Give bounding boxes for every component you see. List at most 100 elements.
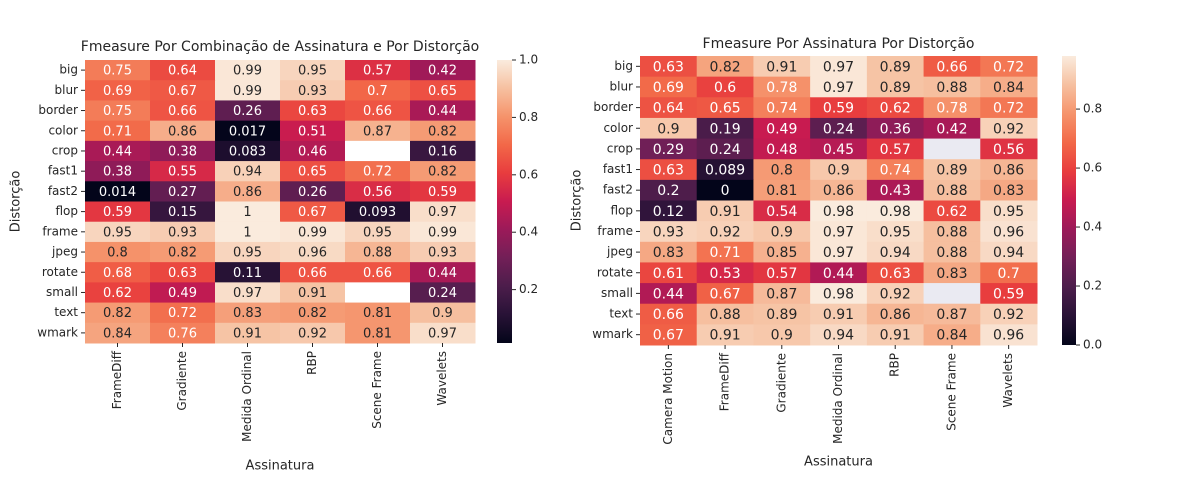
cell-label: 0.38 (103, 165, 132, 180)
heatmap-cell (866, 200, 925, 222)
heatmap-cell (150, 221, 216, 243)
heatmap-cell (640, 262, 698, 284)
heatmap-cell (215, 60, 281, 81)
cell-label: 0.49 (168, 286, 197, 301)
cell-label: 0.76 (168, 326, 197, 341)
cell-label: 0.85 (766, 245, 797, 261)
cell-label: 0.94 (823, 328, 854, 344)
y-tick-label: border (593, 100, 633, 114)
cell-label: 0.82 (168, 246, 197, 261)
cell-label: 0.88 (363, 246, 392, 261)
cell-label: 0.88 (936, 183, 967, 199)
colorbar-tick-label: 0.0 (1083, 338, 1102, 352)
cell-label: 0.16 (428, 144, 457, 159)
heatmap-cell (280, 140, 346, 162)
cell-label: 0.66 (363, 266, 392, 281)
cell-label: 0.29 (653, 142, 684, 158)
cell-label: 0.9 (771, 328, 793, 344)
heatmap-cell (810, 179, 868, 201)
y-tick-label: jpeg (606, 245, 633, 259)
y-tick-label: crop (52, 143, 78, 157)
cell-label: 0.014 (99, 185, 136, 200)
colorbar-tick-label: 0.6 (1083, 161, 1102, 175)
cell-label: 0.11 (233, 266, 262, 281)
heatmap-cell (345, 302, 411, 324)
heatmap-cell (753, 76, 811, 98)
cell-label: 0.86 (823, 183, 854, 199)
y-axis-label: Distorção (570, 170, 585, 232)
heatmap-cell (696, 324, 754, 346)
cell-label: 0.94 (993, 245, 1024, 261)
heatmap-cell (753, 324, 811, 346)
heatmap-cell (640, 303, 698, 325)
cell-label: 0.55 (168, 165, 197, 180)
missing-cell (923, 283, 981, 305)
missing-cell (923, 138, 981, 160)
heatmap-cell (923, 179, 981, 201)
heatmap-cell (280, 221, 346, 243)
heatmap-cell (980, 76, 1038, 98)
heatmap-cell (866, 283, 925, 305)
heatmap-cell (215, 201, 281, 223)
y-tick-label: border (38, 103, 78, 117)
x-tick-label: FrameDiff (718, 352, 732, 411)
y-tick-label: crop (607, 141, 633, 155)
heatmap-cell (753, 117, 811, 140)
cell-label: 0.99 (428, 225, 457, 240)
heatmap-cell (410, 161, 476, 182)
cell-label: 0.15 (168, 205, 197, 220)
cell-label: 0.9 (657, 121, 679, 137)
cell-label: 0.91 (880, 328, 911, 344)
heatmap-cell (410, 262, 476, 283)
heatmap-cell (85, 322, 151, 344)
cell-label: 0.9 (432, 306, 453, 321)
y-tick-label: wmark (592, 327, 633, 341)
heatmap-cell (923, 241, 981, 263)
heatmap-cell (753, 200, 811, 222)
y-tick-label: fast1 (603, 162, 633, 176)
heatmap-cell (410, 302, 476, 324)
cell-label: 0.74 (880, 163, 911, 179)
cell-label: 0.64 (168, 64, 197, 79)
colorbar-tick-label: 0.2 (519, 282, 538, 296)
cell-label: 0.82 (298, 306, 327, 321)
cell-label: 0.74 (766, 101, 797, 117)
cell-label: 0.92 (709, 224, 740, 240)
cell-label: 0.83 (233, 306, 262, 321)
cell-label: 0.42 (428, 64, 457, 79)
heatmap-cell (753, 56, 811, 78)
heatmap-cell (810, 200, 868, 222)
heatmap-cell (980, 283, 1038, 305)
cell-label: 1 (243, 205, 251, 220)
heatmap-cell (150, 140, 216, 162)
cell-label: 0.56 (993, 142, 1024, 158)
cell-label: 0.51 (298, 124, 327, 139)
heatmap-cell (215, 100, 281, 122)
cell-label: 0.57 (880, 142, 911, 158)
heatmap-cell (215, 181, 281, 202)
cell-label: 0.44 (428, 266, 457, 281)
heatmap-cell (980, 97, 1038, 119)
x-tick-label: RBP (305, 351, 319, 375)
heatmap-cell (150, 120, 216, 142)
y-tick-label: blur (610, 79, 634, 93)
heatmap-cell (980, 138, 1038, 160)
cell-label: 0.78 (766, 80, 797, 96)
chart-title: Fmeasure Por Combinação de Assinatura e … (81, 39, 479, 55)
cell-label: 0.62 (936, 204, 967, 220)
cell-label: 0.95 (363, 225, 392, 240)
cell-label: 0.98 (880, 204, 911, 220)
cell-label: 0.84 (993, 80, 1024, 96)
cell-label: 0.86 (880, 307, 911, 323)
x-tick-label: Scene Frame (370, 351, 384, 429)
heatmap-cell (410, 80, 476, 101)
heatmap-cell (85, 262, 151, 283)
colorbar-tick-label: 0.8 (519, 110, 538, 124)
heatmap-cell (980, 221, 1038, 243)
heatmap-cell (923, 221, 981, 243)
cell-label: 0.94 (880, 245, 911, 261)
heatmap-cell (410, 201, 476, 223)
y-tick-label: color (603, 121, 633, 135)
heatmap-cell (280, 80, 346, 101)
